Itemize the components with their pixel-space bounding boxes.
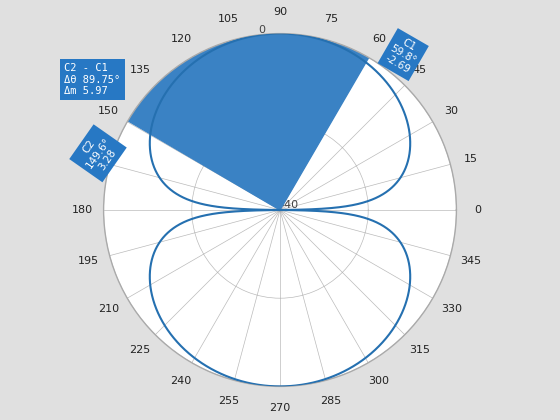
Text: C2
149.6°
3.28: C2 149.6° 3.28 [74,129,122,177]
Text: C2 - C1
Δθ 89.75°
Δm 5.97: C2 - C1 Δθ 89.75° Δm 5.97 [64,63,120,96]
Text: C1
59.8°
-2.69: C1 59.8° -2.69 [382,33,424,76]
Polygon shape [128,34,368,134]
Polygon shape [150,34,366,210]
